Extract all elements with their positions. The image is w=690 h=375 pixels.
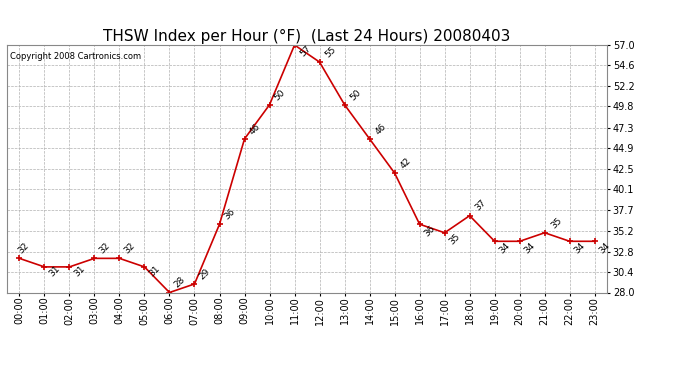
Text: 50: 50 [273, 87, 287, 102]
Text: 31: 31 [147, 264, 161, 278]
Text: 37: 37 [474, 198, 489, 213]
Text: 28: 28 [172, 275, 187, 290]
Text: 31: 31 [72, 264, 87, 278]
Text: 35: 35 [549, 216, 563, 230]
Text: 32: 32 [97, 241, 112, 256]
Text: 29: 29 [197, 267, 212, 281]
Text: 50: 50 [348, 87, 363, 102]
Text: 34: 34 [573, 241, 587, 255]
Title: THSW Index per Hour (°F)  (Last 24 Hours) 20080403: THSW Index per Hour (°F) (Last 24 Hours)… [104, 29, 511, 44]
Text: 32: 32 [17, 241, 31, 256]
Text: 42: 42 [399, 156, 413, 170]
Text: 34: 34 [522, 241, 537, 255]
Text: 32: 32 [122, 241, 137, 256]
Text: 46: 46 [374, 122, 388, 136]
Text: 36: 36 [422, 224, 437, 238]
Text: 55: 55 [324, 45, 338, 59]
Text: 35: 35 [447, 232, 462, 247]
Text: 46: 46 [247, 122, 262, 136]
Text: 34: 34 [598, 241, 612, 255]
Text: 57: 57 [299, 44, 313, 59]
Text: Copyright 2008 Cartronics.com: Copyright 2008 Cartronics.com [10, 53, 141, 62]
Text: 36: 36 [222, 207, 237, 222]
Text: 31: 31 [47, 264, 61, 278]
Text: 34: 34 [497, 241, 512, 255]
